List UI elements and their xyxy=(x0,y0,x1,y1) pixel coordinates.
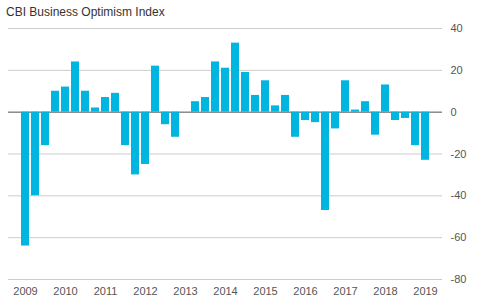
svg-text:2015: 2015 xyxy=(253,285,277,297)
svg-text:2012: 2012 xyxy=(133,285,157,297)
svg-text:2018: 2018 xyxy=(373,285,397,297)
svg-text:2010: 2010 xyxy=(53,285,77,297)
svg-text:2014: 2014 xyxy=(213,285,237,297)
svg-text:2009: 2009 xyxy=(13,285,37,297)
svg-text:-20: -20 xyxy=(451,148,467,160)
html-text:CBI Business Optimism Index: CBI Business Optimism Index xyxy=(6,5,165,19)
svg-text:0: 0 xyxy=(451,106,457,118)
svg-text:2016: 2016 xyxy=(293,285,317,297)
svg-text:40: 40 xyxy=(451,22,463,34)
svg-text:20: 20 xyxy=(451,64,463,76)
svg-text:2017: 2017 xyxy=(333,285,357,297)
svg-text:-80: -80 xyxy=(451,273,467,285)
svg-text:2011: 2011 xyxy=(94,285,118,297)
svg-text:2019: 2019 xyxy=(413,285,437,297)
svg-text:-60: -60 xyxy=(451,231,467,243)
svg-text:2013: 2013 xyxy=(173,285,197,297)
svg-text:-40: -40 xyxy=(451,189,467,201)
